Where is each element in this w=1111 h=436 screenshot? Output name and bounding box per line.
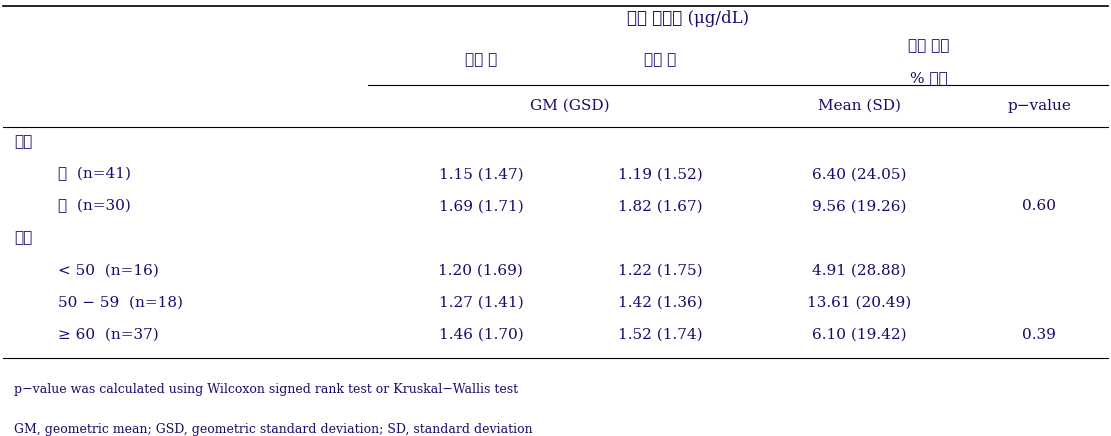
Text: 1.69 (1.71): 1.69 (1.71) [439, 199, 523, 214]
Text: 4.91 (28.88): 4.91 (28.88) [812, 264, 907, 278]
Text: GM (GSD): GM (GSD) [530, 99, 609, 112]
Text: 1.19 (1.52): 1.19 (1.52) [618, 167, 703, 181]
Text: % 변화: % 변화 [910, 71, 948, 85]
Text: 여  (n=30): 여 (n=30) [58, 199, 131, 214]
Text: 6.10 (19.42): 6.10 (19.42) [812, 328, 907, 342]
Text: p−value: p−value [1008, 99, 1071, 112]
Text: 1.15 (1.47): 1.15 (1.47) [439, 167, 523, 181]
Text: < 50  (n=16): < 50 (n=16) [58, 264, 159, 278]
Text: 0.60: 0.60 [1022, 199, 1057, 214]
Text: 1.22 (1.75): 1.22 (1.75) [618, 264, 703, 278]
Text: ≥ 60  (n=37): ≥ 60 (n=37) [58, 328, 159, 342]
Text: 13.61 (20.49): 13.61 (20.49) [808, 296, 912, 310]
Text: 1.46 (1.70): 1.46 (1.70) [439, 328, 523, 342]
Text: 6.40 (24.05): 6.40 (24.05) [812, 167, 907, 181]
Text: 연령: 연령 [13, 232, 32, 245]
Text: 성별: 성별 [13, 135, 32, 149]
Text: 1.20 (1.69): 1.20 (1.69) [439, 264, 523, 278]
Text: 혈중 카드뮴 (μg/dL): 혈중 카드뮴 (μg/dL) [627, 10, 749, 27]
Text: p−value was calculated using Wilcoxon signed rank test or Kruskal−Wallis test: p−value was calculated using Wilcoxon si… [13, 383, 518, 396]
Text: 중재 전: 중재 전 [464, 53, 497, 67]
Text: 1.82 (1.67): 1.82 (1.67) [618, 199, 703, 214]
Text: 1.52 (1.74): 1.52 (1.74) [618, 328, 703, 342]
Text: 0.39: 0.39 [1022, 328, 1057, 342]
Text: 50 − 59  (n=18): 50 − 59 (n=18) [58, 296, 183, 310]
Text: 9.56 (19.26): 9.56 (19.26) [812, 199, 907, 214]
Text: 중재 후: 중재 후 [644, 53, 677, 67]
Text: 1.27 (1.41): 1.27 (1.41) [439, 296, 523, 310]
Text: Mean (SD): Mean (SD) [818, 99, 901, 112]
Text: 1.42 (1.36): 1.42 (1.36) [618, 296, 703, 310]
Text: 남  (n=41): 남 (n=41) [58, 167, 131, 181]
Text: 전후 변화: 전후 변화 [908, 39, 949, 53]
Text: GM, geometric mean; GSD, geometric standard deviation; SD, standard deviation: GM, geometric mean; GSD, geometric stand… [13, 423, 532, 436]
